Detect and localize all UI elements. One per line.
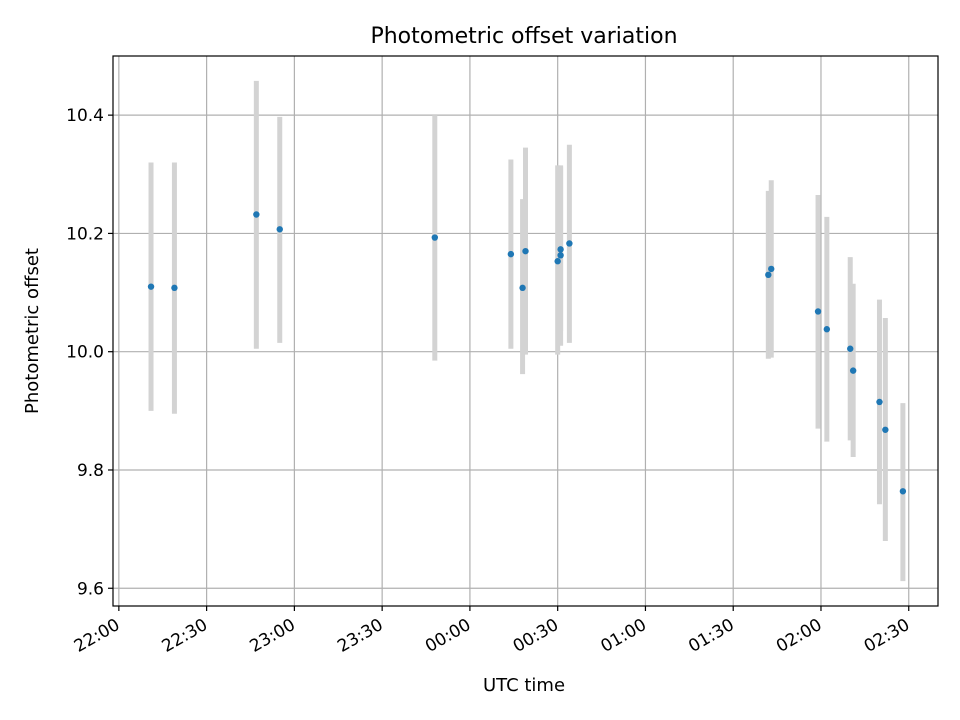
data-point (557, 252, 564, 259)
data-point (554, 258, 561, 265)
data-point (847, 345, 854, 352)
data-point (519, 284, 526, 292)
y-tick-label: 9.6 (77, 579, 104, 599)
y-tick-label: 10.4 (66, 106, 104, 126)
data-point (171, 284, 178, 292)
data-point (557, 246, 564, 253)
data-point (507, 250, 515, 258)
data-point (276, 226, 283, 233)
x-axis-label: UTC time (483, 675, 565, 696)
y-axis-label: Photometric offset (22, 248, 43, 414)
data-point (849, 367, 857, 374)
data-point (814, 308, 822, 315)
data-point (876, 398, 883, 406)
data-point (882, 426, 889, 433)
y-tick-label: 10.0 (66, 343, 104, 363)
data-point (431, 234, 439, 241)
chart-title: Photometric offset variation (370, 24, 677, 49)
data-point (765, 271, 772, 279)
data-point (147, 283, 155, 290)
plot-frame (112, 55, 939, 607)
data-point (566, 240, 573, 247)
y-tick-label: 9.8 (77, 461, 104, 481)
data-point (253, 211, 260, 218)
point-layer (147, 211, 907, 495)
data-point (522, 247, 529, 255)
y-tick-label: 10.2 (66, 224, 104, 244)
data-point (768, 265, 775, 273)
data-point (823, 326, 831, 333)
data-point (899, 488, 907, 495)
